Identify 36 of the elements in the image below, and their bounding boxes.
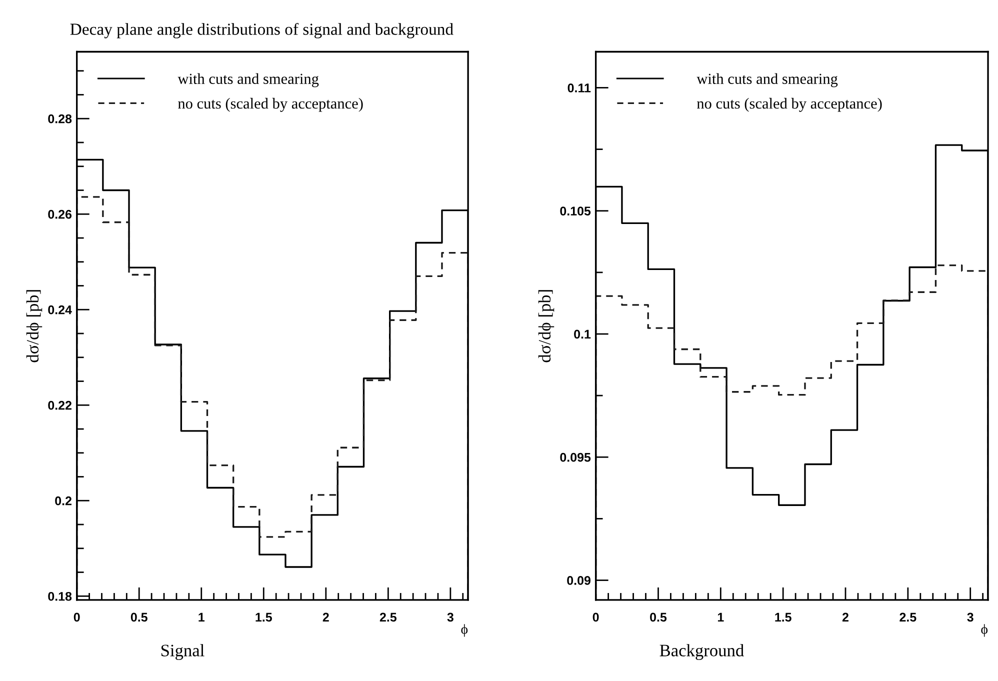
y-tick-label: 0.1	[574, 330, 591, 339]
x-tick-label: 1	[718, 612, 724, 622]
legend-label: with cuts and smearing	[696, 73, 838, 88]
y-tick-label: 0.09	[567, 576, 590, 585]
x-tick-label: 3	[967, 612, 974, 622]
legend-label: with cuts and smearing	[178, 73, 319, 88]
legend-label: no cuts (scaled by acceptance)	[178, 98, 363, 112]
y-axis-title: dσ/dϕ [pb]	[26, 290, 42, 362]
x-tick-label: 1.5	[256, 612, 272, 622]
y-tick-label: 0.22	[48, 400, 72, 410]
x-tick-label: 3	[447, 612, 454, 622]
x-tick-label: 0.5	[650, 612, 667, 622]
text: Background	[660, 644, 744, 660]
x-axis-title: ϕ	[461, 624, 468, 637]
x-tick-label: 0	[74, 612, 80, 622]
x-tick-label: 0.5	[130, 612, 148, 622]
x-tick-label: 2.5	[380, 612, 397, 622]
y-tick-label: 0.28	[48, 114, 72, 124]
x-tick-label: 1.5	[775, 612, 792, 622]
y-tick-label: 0.26	[48, 210, 72, 219]
y-tick-label: 0.18	[48, 592, 72, 601]
x-axis-title: ϕ	[981, 624, 988, 637]
chart-title: Decay plane angle distributions of signal and background	[70, 22, 454, 38]
y-tick-label: 0.105	[560, 206, 591, 216]
y-tick-label: 0.24	[48, 305, 72, 314]
legend-label: no cuts (scaled by acceptance)	[696, 98, 882, 112]
x-tick-label: 1	[198, 612, 204, 622]
x-tick-label: 2.5	[900, 612, 916, 622]
x-tick-label: 0	[592, 612, 599, 622]
x-tick-label: 2	[842, 612, 848, 622]
y-axis-title: dσ/dϕ [pb]	[538, 290, 554, 362]
text: Signal	[161, 644, 204, 660]
x-tick-label: 2	[322, 612, 329, 622]
y-tick-label: 0.11	[568, 84, 591, 92]
y-tick-label: 0.095	[560, 452, 591, 462]
y-tick-label: 0.2	[55, 496, 72, 506]
